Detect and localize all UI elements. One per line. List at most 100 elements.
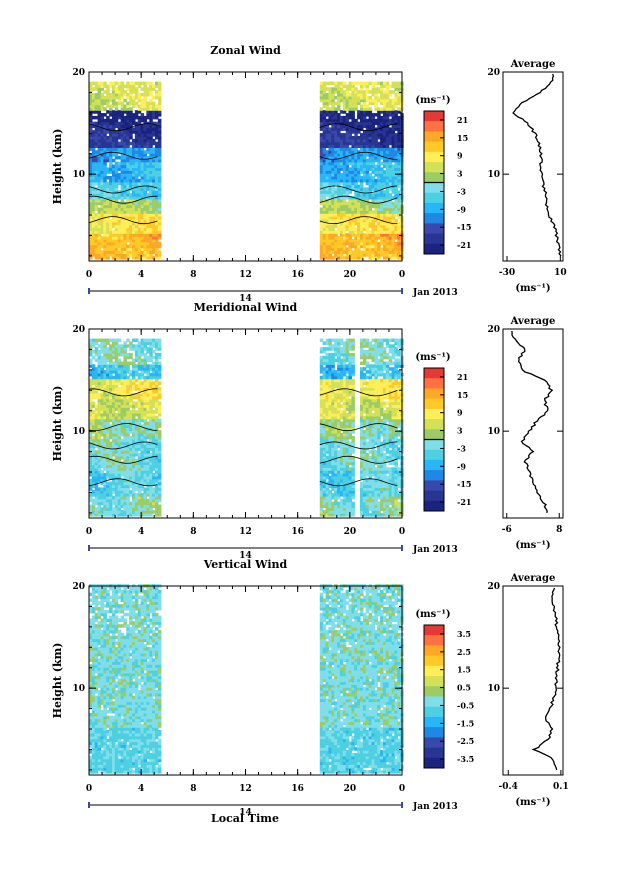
heatmap-cell [97, 487, 102, 491]
heatmap-cell [342, 201, 347, 206]
heatmap-cell [357, 121, 361, 126]
heatmap-cell [143, 490, 147, 494]
heatmap-cell [149, 510, 153, 514]
heatmap-cell [374, 187, 378, 191]
heatmap-cell [325, 355, 330, 360]
heatmap-cell [348, 130, 352, 134]
heatmap-cell [117, 87, 122, 91]
heatmap-cell [360, 124, 364, 128]
heatmap-cell [374, 147, 378, 151]
heatmap-cell [97, 253, 102, 257]
heatmap-cell [120, 210, 125, 214]
heatmap-cell [149, 173, 153, 177]
heatmap-cell [365, 136, 370, 140]
heatmap-cell [149, 141, 153, 146]
heatmap-cell [137, 93, 142, 97]
heatmap-cell [132, 193, 136, 197]
heatmap-cell [328, 150, 332, 154]
heatmap-cell [106, 176, 110, 180]
heatmap-cell [140, 495, 145, 500]
heatmap-cell [91, 467, 96, 471]
heatmap-cell [134, 236, 139, 240]
heatmap-cell [103, 233, 107, 237]
heatmap-cell [328, 110, 332, 114]
heatmap-cell [129, 198, 133, 203]
heatmap-cell [91, 415, 96, 420]
heatmap-cell [360, 167, 364, 171]
heatmap-cell [120, 164, 125, 169]
heatmap-cell [354, 104, 358, 108]
heatmap-cell [368, 173, 373, 177]
heatmap-cell [134, 227, 139, 231]
heatmap-cell [325, 398, 330, 403]
heatmap-cell [106, 104, 110, 108]
heatmap-cell [89, 444, 93, 448]
heatmap-cell [146, 384, 150, 388]
heatmap-cell [351, 216, 355, 220]
heatmap-cell [380, 130, 384, 134]
heatmap-cell [126, 150, 130, 154]
colorbar-swatch [424, 131, 444, 143]
heatmap-cell [120, 444, 125, 448]
heatmap-cell [360, 161, 364, 166]
heatmap-cell [342, 221, 347, 226]
heatmap-cell [123, 118, 127, 123]
heatmap-cell [157, 207, 162, 211]
heatmap-cell [94, 115, 99, 120]
heatmap-cell [319, 253, 324, 257]
heatmap-cell [97, 196, 102, 200]
heatmap-cell [391, 224, 396, 229]
heatmap-cell [143, 253, 147, 257]
heatmap-cell [134, 484, 139, 488]
heatmap-cell [129, 213, 133, 217]
heatmap-cell [345, 101, 350, 106]
heatmap-cell [134, 473, 139, 477]
heatmap-cell [123, 453, 127, 457]
heatmap-cell [388, 161, 393, 166]
heatmap-cell [383, 181, 387, 186]
heatmap-cell [89, 141, 93, 146]
heatmap-cell [126, 141, 130, 146]
heatmap-cell [100, 118, 104, 123]
heatmap-cell [129, 444, 133, 448]
heatmap-cell [117, 507, 122, 511]
heatmap-cell [155, 447, 159, 451]
heatmap-cell [129, 164, 133, 169]
heatmap-cell [123, 487, 127, 491]
heatmap-cell [157, 424, 162, 428]
heatmap-cell [132, 438, 136, 443]
heatmap-cell [109, 484, 113, 488]
heatmap-cell [114, 501, 119, 506]
heatmap-cell [157, 253, 162, 257]
average-x-tick-label: 10 [554, 268, 567, 278]
heatmap-cell [351, 256, 355, 260]
heatmap-cell [328, 147, 332, 151]
heatmap-cell [149, 475, 153, 480]
heatmap-cell [322, 458, 327, 463]
heatmap-cell [89, 244, 93, 249]
heatmap-cell [123, 475, 127, 480]
heatmap-cell [377, 98, 381, 103]
heatmap-cell [157, 218, 162, 223]
heatmap-cell [348, 141, 352, 146]
heatmap-cell [146, 398, 150, 403]
heatmap-cell [149, 367, 153, 371]
heatmap-cell [143, 393, 147, 397]
heatmap-cell [126, 121, 130, 126]
heatmap-cell [337, 84, 341, 88]
heatmap-cell [109, 238, 113, 243]
heatmap-cell [97, 370, 102, 374]
heatmap-cell [319, 475, 324, 480]
heatmap-cell [134, 210, 139, 214]
heatmap-cell [337, 147, 341, 151]
heatmap-cell [106, 430, 110, 434]
heatmap-cell [328, 164, 332, 169]
heatmap-cell [383, 161, 387, 166]
heatmap-cell [100, 393, 104, 397]
heatmap-cell [385, 238, 390, 243]
heatmap-cell [112, 350, 116, 354]
heatmap-cell [106, 90, 110, 94]
heatmap-cell [397, 153, 401, 157]
heatmap-cell [129, 398, 133, 403]
heatmap-cell [149, 407, 153, 411]
